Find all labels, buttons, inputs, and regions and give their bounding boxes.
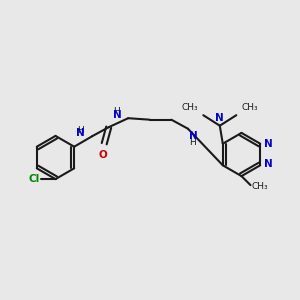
Text: N: N [189, 131, 198, 141]
Text: CH₃: CH₃ [242, 103, 258, 112]
Text: N: N [76, 128, 85, 139]
Text: CH₃: CH₃ [252, 182, 268, 191]
Text: H: H [189, 138, 196, 147]
Text: O: O [98, 150, 107, 160]
Text: Cl: Cl [29, 174, 40, 184]
Text: CH₃: CH₃ [181, 103, 198, 112]
Text: N: N [264, 139, 273, 149]
Text: N: N [215, 113, 224, 123]
Text: H: H [77, 126, 84, 135]
Text: H: H [114, 107, 120, 116]
Text: N: N [112, 110, 121, 120]
Text: N: N [264, 159, 273, 169]
